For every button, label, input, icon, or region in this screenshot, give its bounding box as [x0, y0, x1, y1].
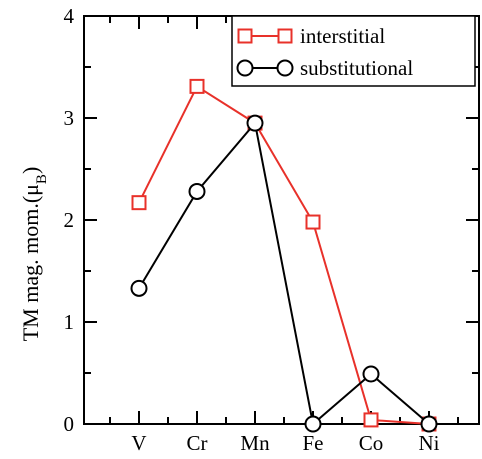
data-point	[305, 214, 321, 230]
y-tick-label: 3	[64, 106, 75, 130]
data-point	[189, 78, 205, 94]
series-line	[138, 120, 430, 426]
x-tick-label: Co	[359, 431, 384, 455]
series-interstitial	[131, 78, 437, 432]
data-point	[304, 415, 322, 433]
y-axis-label: TM mag. mom.(μB)	[18, 167, 50, 342]
legend-marker	[237, 28, 253, 44]
y-axis-label-close: )	[18, 167, 43, 174]
legend-marker	[277, 28, 293, 44]
y-tick-label: 0	[64, 412, 75, 436]
series-substitutional	[130, 114, 438, 433]
data-point	[362, 365, 380, 383]
legend-box	[231, 15, 476, 87]
data-point	[188, 182, 206, 200]
x-tick-label: Cr	[187, 431, 208, 455]
x-tick-label: V	[131, 431, 146, 455]
y-tick-label: 2	[64, 208, 75, 232]
legend: interstitial substitutional	[231, 15, 476, 87]
legend-marker	[236, 59, 254, 77]
data-point	[363, 412, 379, 428]
y-tick-label: 4	[64, 4, 75, 28]
y-axis-label-sub: B	[34, 174, 50, 184]
legend-marker	[276, 59, 294, 77]
y-tick-label: 1	[64, 310, 75, 334]
y-axis-label-main: TM mag. mom.(μ	[18, 184, 43, 341]
data-point	[246, 114, 264, 132]
x-tick-label: Ni	[419, 431, 440, 455]
data-point	[131, 195, 147, 211]
series-layer	[130, 78, 438, 433]
legend-label: interstitial	[300, 24, 385, 48]
legend-label: substitutional	[300, 56, 413, 80]
x-tick-label: Mn	[240, 431, 270, 455]
data-point	[130, 279, 148, 297]
x-tick-label: Fe	[303, 431, 324, 455]
data-point	[420, 415, 438, 433]
series-line	[138, 84, 430, 425]
